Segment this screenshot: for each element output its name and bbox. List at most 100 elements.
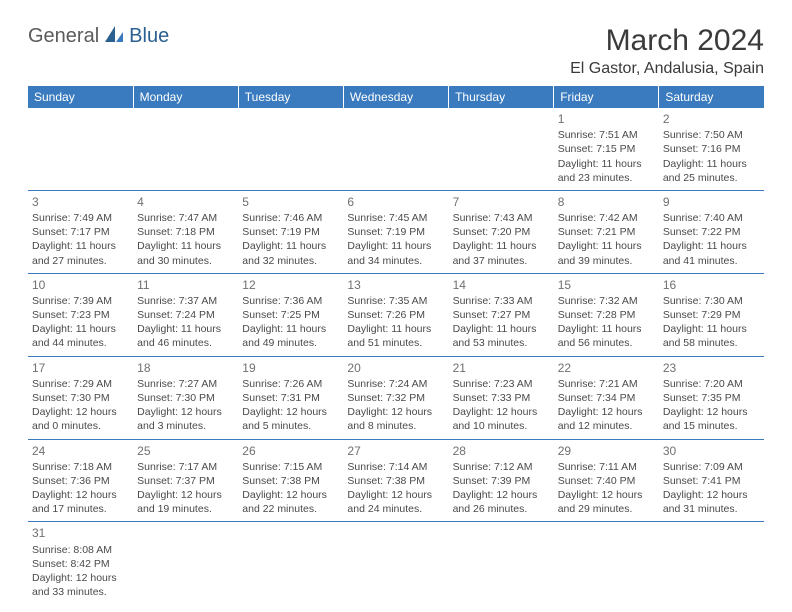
calendar-cell: 12Sunrise: 7:36 AMSunset: 7:25 PMDayligh…: [238, 273, 343, 356]
calendar-table: Sunday Monday Tuesday Wednesday Thursday…: [28, 86, 764, 604]
calendar-cell: [238, 522, 343, 604]
location-subtitle: El Gastor, Andalusia, Spain: [570, 60, 764, 78]
sunrise-line: Sunrise: 7:11 AM: [558, 460, 655, 474]
calendar-cell: [133, 522, 238, 604]
day-number: 9: [663, 194, 760, 210]
weekday-header: Saturday: [659, 86, 764, 108]
sunset-line: Sunset: 7:19 PM: [347, 225, 444, 239]
calendar-cell: [28, 108, 133, 190]
day-number: 15: [558, 277, 655, 293]
weekday-header: Tuesday: [238, 86, 343, 108]
calendar-cell: 5Sunrise: 7:46 AMSunset: 7:19 PMDaylight…: [238, 190, 343, 273]
sunset-line: Sunset: 7:30 PM: [137, 391, 234, 405]
sunset-line: Sunset: 7:20 PM: [453, 225, 550, 239]
sunrise-line: Sunrise: 7:46 AM: [242, 211, 339, 225]
daylight-line: Daylight: 11 hours and 51 minutes.: [347, 322, 444, 350]
calendar-cell: 22Sunrise: 7:21 AMSunset: 7:34 PMDayligh…: [554, 356, 659, 439]
daylight-line: Daylight: 12 hours and 3 minutes.: [137, 405, 234, 433]
daylight-line: Daylight: 11 hours and 23 minutes.: [558, 157, 655, 185]
calendar-cell: 17Sunrise: 7:29 AMSunset: 7:30 PMDayligh…: [28, 356, 133, 439]
calendar-cell: 16Sunrise: 7:30 AMSunset: 7:29 PMDayligh…: [659, 273, 764, 356]
sunset-line: Sunset: 7:15 PM: [558, 142, 655, 156]
sunrise-line: Sunrise: 7:21 AM: [558, 377, 655, 391]
day-number: 4: [137, 194, 234, 210]
sunrise-line: Sunrise: 7:33 AM: [453, 294, 550, 308]
daylight-line: Daylight: 11 hours and 25 minutes.: [663, 157, 760, 185]
sunrise-line: Sunrise: 7:24 AM: [347, 377, 444, 391]
sunset-line: Sunset: 7:39 PM: [453, 474, 550, 488]
sunrise-line: Sunrise: 7:15 AM: [242, 460, 339, 474]
daylight-line: Daylight: 11 hours and 32 minutes.: [242, 239, 339, 267]
day-number: 20: [347, 360, 444, 376]
daylight-line: Daylight: 11 hours and 27 minutes.: [32, 239, 129, 267]
sunrise-line: Sunrise: 7:23 AM: [453, 377, 550, 391]
day-number: 6: [347, 194, 444, 210]
daylight-line: Daylight: 11 hours and 30 minutes.: [137, 239, 234, 267]
day-number: 5: [242, 194, 339, 210]
sunrise-line: Sunrise: 7:37 AM: [137, 294, 234, 308]
sunset-line: Sunset: 7:32 PM: [347, 391, 444, 405]
sunrise-line: Sunrise: 7:42 AM: [558, 211, 655, 225]
calendar-cell: [554, 522, 659, 604]
sunrise-line: Sunrise: 7:45 AM: [347, 211, 444, 225]
day-number: 14: [453, 277, 550, 293]
day-number: 11: [137, 277, 234, 293]
sunset-line: Sunset: 7:35 PM: [663, 391, 760, 405]
sunrise-line: Sunrise: 8:08 AM: [32, 543, 129, 557]
daylight-line: Daylight: 11 hours and 34 minutes.: [347, 239, 444, 267]
sunrise-line: Sunrise: 7:43 AM: [453, 211, 550, 225]
logo-text-blue: Blue: [129, 25, 169, 48]
sunset-line: Sunset: 7:37 PM: [137, 474, 234, 488]
day-number: 17: [32, 360, 129, 376]
daylight-line: Daylight: 12 hours and 0 minutes.: [32, 405, 129, 433]
day-number: 18: [137, 360, 234, 376]
calendar-week-row: 10Sunrise: 7:39 AMSunset: 7:23 PMDayligh…: [28, 273, 764, 356]
sunset-line: Sunset: 7:22 PM: [663, 225, 760, 239]
month-title: March 2024: [570, 24, 764, 58]
sunset-line: Sunset: 7:17 PM: [32, 225, 129, 239]
calendar-cell: [133, 108, 238, 190]
sunset-line: Sunset: 7:38 PM: [347, 474, 444, 488]
daylight-line: Daylight: 11 hours and 46 minutes.: [137, 322, 234, 350]
daylight-line: Daylight: 11 hours and 37 minutes.: [453, 239, 550, 267]
sunset-line: Sunset: 7:19 PM: [242, 225, 339, 239]
sunrise-line: Sunrise: 7:49 AM: [32, 211, 129, 225]
sunset-line: Sunset: 7:26 PM: [347, 308, 444, 322]
calendar-cell: 4Sunrise: 7:47 AMSunset: 7:18 PMDaylight…: [133, 190, 238, 273]
calendar-cell: 25Sunrise: 7:17 AMSunset: 7:37 PMDayligh…: [133, 439, 238, 522]
sunrise-line: Sunrise: 7:09 AM: [663, 460, 760, 474]
sunrise-line: Sunrise: 7:20 AM: [663, 377, 760, 391]
sunset-line: Sunset: 7:16 PM: [663, 142, 760, 156]
day-number: 23: [663, 360, 760, 376]
calendar-cell: 6Sunrise: 7:45 AMSunset: 7:19 PMDaylight…: [343, 190, 448, 273]
daylight-line: Daylight: 11 hours and 58 minutes.: [663, 322, 760, 350]
calendar-cell: 24Sunrise: 7:18 AMSunset: 7:36 PMDayligh…: [28, 439, 133, 522]
calendar-cell: 20Sunrise: 7:24 AMSunset: 7:32 PMDayligh…: [343, 356, 448, 439]
day-number: 7: [453, 194, 550, 210]
calendar-week-row: 17Sunrise: 7:29 AMSunset: 7:30 PMDayligh…: [28, 356, 764, 439]
sunrise-line: Sunrise: 7:26 AM: [242, 377, 339, 391]
calendar-cell: 9Sunrise: 7:40 AMSunset: 7:22 PMDaylight…: [659, 190, 764, 273]
sunrise-line: Sunrise: 7:18 AM: [32, 460, 129, 474]
daylight-line: Daylight: 11 hours and 44 minutes.: [32, 322, 129, 350]
sunrise-line: Sunrise: 7:35 AM: [347, 294, 444, 308]
sunset-line: Sunset: 7:23 PM: [32, 308, 129, 322]
sunrise-line: Sunrise: 7:51 AM: [558, 128, 655, 142]
day-number: 26: [242, 443, 339, 459]
daylight-line: Daylight: 12 hours and 10 minutes.: [453, 405, 550, 433]
sunrise-line: Sunrise: 7:30 AM: [663, 294, 760, 308]
calendar-cell: 15Sunrise: 7:32 AMSunset: 7:28 PMDayligh…: [554, 273, 659, 356]
calendar-cell: 14Sunrise: 7:33 AMSunset: 7:27 PMDayligh…: [449, 273, 554, 356]
calendar-cell: 29Sunrise: 7:11 AMSunset: 7:40 PMDayligh…: [554, 439, 659, 522]
sunset-line: Sunset: 7:41 PM: [663, 474, 760, 488]
sunrise-line: Sunrise: 7:39 AM: [32, 294, 129, 308]
daylight-line: Daylight: 11 hours and 39 minutes.: [558, 239, 655, 267]
calendar-cell: 31Sunrise: 8:08 AMSunset: 8:42 PMDayligh…: [28, 522, 133, 604]
calendar-cell: 30Sunrise: 7:09 AMSunset: 7:41 PMDayligh…: [659, 439, 764, 522]
day-number: 31: [32, 525, 129, 541]
daylight-line: Daylight: 11 hours and 41 minutes.: [663, 239, 760, 267]
daylight-line: Daylight: 12 hours and 24 minutes.: [347, 488, 444, 516]
sunset-line: Sunset: 7:30 PM: [32, 391, 129, 405]
calendar-cell: 8Sunrise: 7:42 AMSunset: 7:21 PMDaylight…: [554, 190, 659, 273]
daylight-line: Daylight: 12 hours and 12 minutes.: [558, 405, 655, 433]
